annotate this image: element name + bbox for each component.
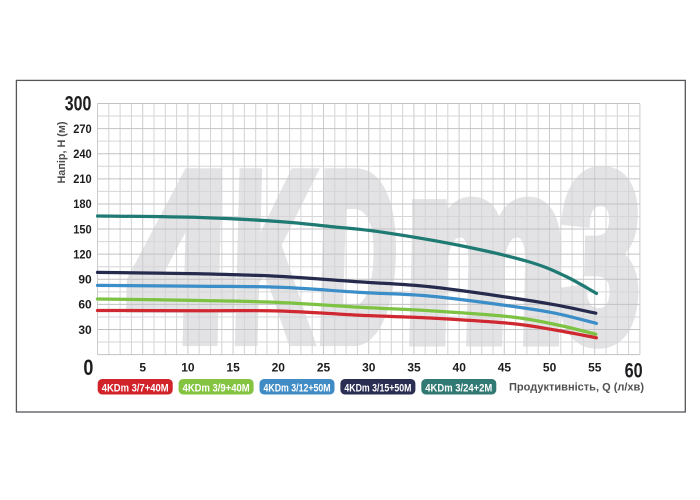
svg-text:25: 25 bbox=[317, 360, 331, 374]
svg-text:Продуктивність, Q (л/хв): Продуктивність, Q (л/хв) bbox=[509, 382, 644, 394]
svg-text:55: 55 bbox=[588, 360, 602, 374]
svg-text:10: 10 bbox=[181, 360, 195, 374]
svg-text:270: 270 bbox=[73, 122, 92, 136]
svg-text:35: 35 bbox=[407, 360, 421, 374]
svg-text:20: 20 bbox=[272, 360, 286, 374]
svg-text:40: 40 bbox=[453, 360, 467, 374]
svg-text:K: K bbox=[230, 125, 317, 390]
svg-text:180: 180 bbox=[73, 197, 92, 211]
svg-text:3: 3 bbox=[557, 125, 644, 390]
svg-text:4KDm 3/12+50M: 4KDm 3/12+50M bbox=[264, 383, 331, 395]
svg-text:4: 4 bbox=[127, 125, 236, 390]
svg-text:300: 300 bbox=[65, 93, 92, 116]
svg-text:5: 5 bbox=[139, 360, 146, 374]
svg-text:30: 30 bbox=[362, 360, 376, 374]
svg-text:50: 50 bbox=[543, 360, 557, 374]
svg-text:45: 45 bbox=[498, 360, 512, 374]
svg-text:120: 120 bbox=[73, 248, 92, 262]
svg-text:30: 30 bbox=[78, 323, 92, 337]
svg-text:240: 240 bbox=[73, 147, 92, 161]
svg-text:210: 210 bbox=[73, 172, 92, 186]
svg-text:4KDm 3/9+40M: 4KDm 3/9+40M bbox=[183, 383, 250, 395]
svg-text:15: 15 bbox=[226, 360, 240, 374]
svg-text:60: 60 bbox=[625, 359, 643, 383]
svg-text:4KDm 3/7+40M: 4KDm 3/7+40M bbox=[102, 383, 169, 395]
svg-text:60: 60 bbox=[78, 298, 92, 312]
svg-text:4KDm 3/15+50M: 4KDm 3/15+50M bbox=[344, 383, 411, 395]
svg-text:0: 0 bbox=[83, 355, 93, 380]
svg-text:Напір, H (м): Напір, H (м) bbox=[56, 121, 68, 183]
svg-text:150: 150 bbox=[73, 222, 92, 236]
svg-text:4KDm 3/24+2M: 4KDm 3/24+2M bbox=[425, 383, 492, 395]
svg-text:90: 90 bbox=[78, 273, 92, 287]
